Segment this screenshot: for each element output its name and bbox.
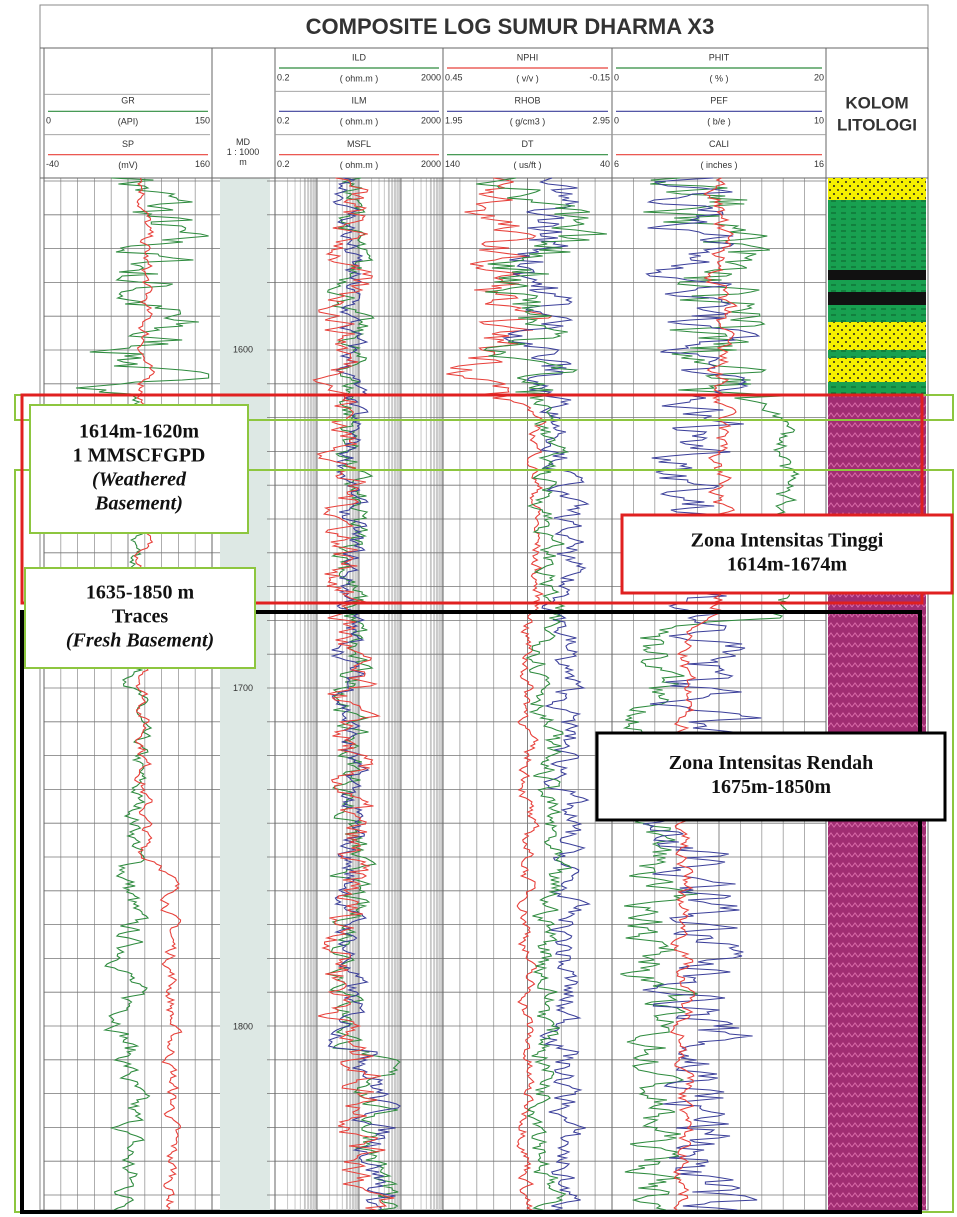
curve-name: ILM xyxy=(351,96,366,106)
scale-max: 2000 xyxy=(421,72,441,82)
scale-unit: ( ohm.m ) xyxy=(340,160,379,170)
scale-unit: ( us/ft ) xyxy=(513,160,541,170)
annotation-text: (Weathered xyxy=(92,469,187,491)
lithology-unit xyxy=(828,322,926,350)
log-shade xyxy=(350,178,352,1210)
scale-min: 0 xyxy=(614,72,619,82)
log-shade xyxy=(439,178,441,1210)
log-shade xyxy=(399,178,401,1210)
lithology-unit xyxy=(828,305,926,322)
annotation-text: 1614m-1674m xyxy=(727,554,847,576)
lithology-unit xyxy=(828,178,926,200)
curve-name: RHOB xyxy=(514,96,540,106)
lithology-unit xyxy=(828,200,926,270)
scale-unit: (mV) xyxy=(118,160,138,170)
log-shade xyxy=(397,178,399,1210)
annotation-text: 1 MMSCFGPD xyxy=(73,445,206,467)
log-shade xyxy=(304,178,306,1210)
scale-min: 0.45 xyxy=(445,72,463,82)
log-shade xyxy=(310,178,312,1210)
composite-log: COMPOSITE LOG SUMUR DHARMA X3 GR 0 (API) 15… xyxy=(0,0,957,1217)
lithology-unit xyxy=(828,280,926,292)
lithology-unit xyxy=(828,350,926,358)
depth-label: 1800 xyxy=(233,1021,253,1031)
log-shade xyxy=(394,178,396,1210)
scale-min: 0 xyxy=(614,116,619,126)
lithology-unit xyxy=(828,358,926,382)
annotation-text: 1614m-1620m xyxy=(79,421,199,443)
depth-label: 1600 xyxy=(233,344,253,354)
scale-unit: (API) xyxy=(118,117,139,127)
scale-unit: ( inches ) xyxy=(700,160,737,170)
title: COMPOSITE LOG SUMUR DHARMA X3 xyxy=(306,14,715,39)
depth-column xyxy=(220,178,270,1210)
scale-min: 0.2 xyxy=(277,72,290,82)
scale-max: 10 xyxy=(814,116,824,126)
scale-max: 2000 xyxy=(421,159,441,169)
log-shade xyxy=(308,178,310,1210)
log-shade xyxy=(313,178,315,1210)
scale-min: 140 xyxy=(445,159,460,169)
log-shade xyxy=(430,178,432,1210)
scale-unit: ( ohm.m ) xyxy=(340,73,379,83)
scale-unit: ( v/v ) xyxy=(516,73,539,83)
scale-min: 6 xyxy=(614,159,619,169)
scale-max: 20 xyxy=(814,72,824,82)
curve-name: DT xyxy=(522,139,534,149)
curve-name: MSFL xyxy=(347,139,371,149)
curve-name: ILD xyxy=(352,52,367,62)
log-shade xyxy=(388,178,390,1210)
curve-name: PEF xyxy=(710,96,728,106)
curve-name: CALI xyxy=(709,139,729,149)
annotation-text: Zona Intensitas Rendah xyxy=(669,752,874,774)
scale-unit: ( g/cm3 ) xyxy=(510,117,546,127)
scale-min: 1.95 xyxy=(445,116,463,126)
log-shade xyxy=(315,178,317,1210)
lithology-unit xyxy=(828,270,926,280)
scale-max: 2000 xyxy=(421,116,441,126)
lithology-header: LITOLOGI xyxy=(837,115,917,134)
scale-unit: ( ohm.m ) xyxy=(340,117,379,127)
scale-max: 2.95 xyxy=(592,116,610,126)
curve-name: PHIT xyxy=(709,52,730,62)
curve-name: NPHI xyxy=(517,52,539,62)
scale-max: 40 xyxy=(600,159,610,169)
annotation-text: (Fresh Basement) xyxy=(66,630,214,652)
scale-min: 0.2 xyxy=(277,159,290,169)
scale-min: 0 xyxy=(46,116,51,126)
scale-max: 16 xyxy=(814,159,824,169)
depth-header: MD xyxy=(236,137,250,147)
scale-min: 0.2 xyxy=(277,116,290,126)
lithology-unit xyxy=(828,382,926,395)
curve-name: SP xyxy=(122,139,134,149)
scale-max: -0.15 xyxy=(589,72,610,82)
depth-label: 1700 xyxy=(233,683,253,693)
log-shade xyxy=(392,178,394,1210)
annotation-text: Zona Intensitas Tinggi xyxy=(691,530,884,552)
curve-name: GR xyxy=(121,96,135,106)
scale-max: 150 xyxy=(195,116,210,126)
scale-unit: ( b/e ) xyxy=(707,117,731,127)
scale-min: -40 xyxy=(46,159,59,169)
annotation-text: 1635-1850 m xyxy=(86,582,195,604)
lithology-unit xyxy=(828,292,926,305)
scale-max: 160 xyxy=(195,159,210,169)
annotation-text: 1675m-1850m xyxy=(711,776,831,798)
depth-header: m xyxy=(239,157,247,167)
log-shade xyxy=(436,178,438,1210)
annotation-text: Traces xyxy=(112,606,168,628)
annotation-text: Basement) xyxy=(94,493,183,515)
lithology-header: KOLOM xyxy=(845,93,908,112)
log-shade xyxy=(441,178,443,1210)
log-shade xyxy=(434,178,436,1210)
scale-unit: ( % ) xyxy=(710,73,729,83)
depth-header: 1 : 1000 xyxy=(227,147,260,157)
